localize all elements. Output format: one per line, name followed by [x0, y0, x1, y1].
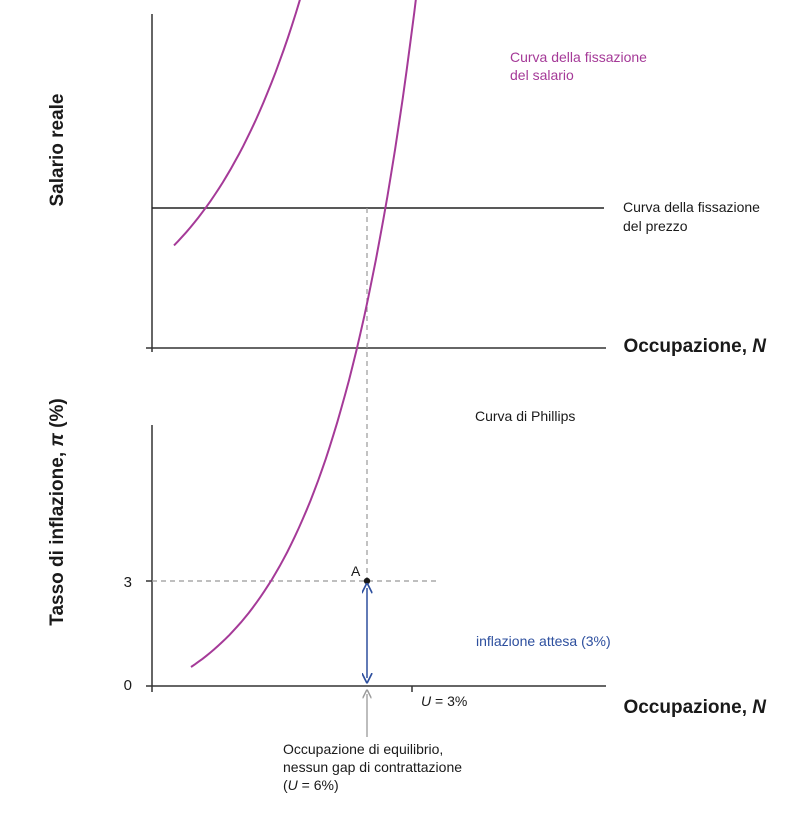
phillips-curve: [190, 0, 417, 668]
expected-inflation-label: inflazione attesa (3%): [476, 633, 611, 649]
bottom-panel: Tasso di inflazione, π (%) Occupazione, …: [47, 0, 767, 793]
top-x-axis-label: Occupazione, N: [623, 336, 767, 357]
top-y-axis-label: Salario reale: [47, 93, 68, 206]
bottom-y-axis-label: Tasso di inflazione, π (%): [47, 398, 68, 625]
point-a: [363, 577, 371, 585]
point-a-label: A: [351, 563, 361, 579]
wage-setting-curve: [173, 0, 301, 247]
y-tick-label-3: 3: [124, 574, 132, 591]
wage-curve-label: Curva della fissazione del salario: [510, 49, 651, 83]
y-tick-label-0: 0: [124, 677, 132, 694]
phillips-curve-label: Curva di Phillips: [475, 408, 575, 424]
bottom-x-axis-label: Occupazione, N: [623, 697, 767, 718]
unemployment-3-label: U = 3%: [421, 693, 467, 709]
top-panel: Salario reale Occupazione, N Curva della…: [47, 0, 767, 357]
price-curve-label: Curva della fissazione del prezzo: [623, 199, 764, 234]
equilibrium-note: Occupazione di equilibrio, nessun gap di…: [283, 741, 466, 793]
